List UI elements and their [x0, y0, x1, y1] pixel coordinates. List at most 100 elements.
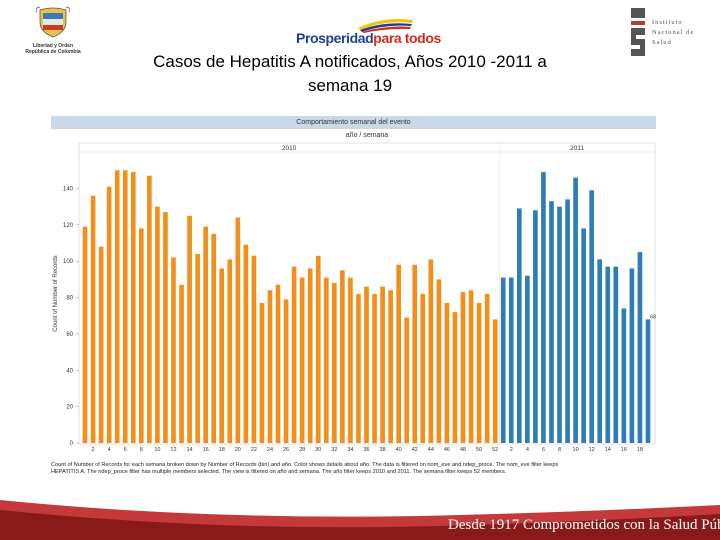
bar-2010-week-50: [476, 303, 482, 443]
x-tick-label: 4: [108, 447, 111, 453]
bar-2010-week-20: [235, 217, 241, 443]
x-tick-label: 50: [476, 447, 482, 453]
ins-logo: Instituto Nacional de Salud: [630, 8, 710, 58]
axis-title-top: año / semana: [346, 132, 389, 139]
bar-2010-week-45: [436, 279, 442, 443]
x-tick-label: 34: [347, 447, 353, 453]
bar-2010-week-33: [340, 270, 345, 443]
bar-2010-week-24: [267, 290, 273, 443]
x-tick-label: 28: [299, 447, 305, 453]
bar-2010-week-43: [420, 293, 426, 443]
bar-2010-week-36: [364, 286, 369, 443]
bar-2010-week-34: [348, 277, 353, 443]
weekly-cases-bar-chart: año / semana 0 20 40 60 80 100 120 140 Count of N…: [53, 132, 656, 453]
bar-2010-week-40: [396, 264, 402, 443]
bar-2010-week-18: [219, 268, 225, 443]
bar-2010-week-9: [147, 175, 152, 443]
coat-of-arms-icon: [35, 6, 71, 38]
y-tick-label: 0: [70, 441, 74, 447]
bar-2010-week-41: [404, 317, 410, 443]
bar-2010-week-31: [323, 277, 329, 443]
bar-2011-week-8: [557, 206, 562, 443]
x-tick-label: 16: [621, 447, 627, 453]
x-tick-label: 22: [251, 447, 257, 453]
bar-2010-week-42: [412, 264, 418, 443]
footnote-line-2: HEPATITIS A. The ndep_proce filter has m…: [51, 469, 507, 475]
logo-word-prosperidad: Prosperidad: [296, 30, 374, 46]
year-label-2011: 2011: [570, 145, 584, 152]
ins-name-line: Nacional de: [652, 29, 695, 36]
footnote-line-1: Count of Number of Records for each sema…: [51, 462, 559, 468]
bar-2010-week-22: [251, 255, 257, 443]
bar-2011-week-1: [500, 277, 506, 443]
bar-2010-week-3: [98, 246, 104, 443]
bar-2011-week-11: [581, 228, 586, 443]
bar-2010-week-44: [428, 259, 434, 443]
bar-2010-week-51: [484, 293, 490, 443]
bar-2010-week-21: [243, 244, 249, 443]
bar-2011-week-2: [508, 277, 514, 443]
x-tick-label: 48: [460, 447, 466, 453]
bar-2011-week-9: [565, 199, 570, 443]
x-tick-label: 2: [92, 447, 95, 453]
bar-2010-week-15: [195, 253, 200, 443]
x-tick-label: 14: [605, 447, 611, 453]
ins-name: Instituto Nacional de Salud: [652, 18, 694, 48]
x-tick-label: 46: [444, 447, 450, 453]
bar-2010-week-30: [315, 255, 321, 443]
bar-2010-week-46: [444, 303, 450, 443]
x-tick-label: 40: [396, 447, 402, 453]
x-tick-label: 18: [637, 447, 643, 453]
x-tick-label: 8: [558, 447, 561, 453]
y-tick-label: 100: [63, 259, 74, 265]
bar-2010-week-27: [291, 266, 297, 443]
chart-header-band: Comportamiento semanal del evento: [51, 116, 656, 129]
slide-title-line-2: semana 19: [307, 76, 393, 95]
y-tick-label: 60: [66, 332, 73, 338]
bar-2010-week-29: [307, 268, 313, 443]
x-tick-label: 4: [526, 447, 529, 453]
x-tick-label: 20: [235, 447, 241, 453]
bar-2011-week-17: [629, 268, 635, 443]
x-tick-label: 10: [154, 447, 160, 453]
bar-2011-week-19: [645, 319, 651, 443]
bar-2010-week-12: [171, 257, 176, 443]
bar-2010-week-2: [90, 195, 96, 443]
bar-2010-week-49: [468, 290, 474, 443]
y-tick-label: 40: [66, 368, 73, 374]
bar-2010-week-5: [114, 170, 120, 443]
bar-2011-week-15: [613, 266, 619, 443]
bar-2010-week-25: [275, 284, 281, 443]
bar-2010-week-11: [163, 212, 168, 443]
footer-tagline: Desde 1917 Comprometidos con la Salud Pú…: [448, 517, 720, 533]
bar-2011-week-12: [589, 190, 595, 443]
bar-2010-week-26: [283, 299, 289, 443]
x-tick-label: 26: [283, 447, 289, 453]
x-tick-label: 6: [542, 447, 545, 453]
flag-swoosh-icon: [358, 19, 413, 33]
x-tick-label: 10: [573, 447, 579, 453]
x-tick-label: 44: [428, 447, 434, 453]
bar-2011-week-18: [637, 252, 643, 443]
x-tick-label: 16: [203, 447, 209, 453]
bar-2011-week-10: [573, 177, 578, 443]
bar-2010-week-14: [187, 215, 192, 443]
slide-title-line-1: Casos de Hepatitis A notificados, Años 2…: [153, 52, 547, 71]
bar-2010-week-10: [155, 206, 160, 443]
bar-2010-week-48: [460, 292, 466, 443]
logo-country: República de Colombia: [25, 49, 81, 55]
bar-2010-week-17: [211, 233, 217, 443]
prosperidad-logo: Prosperidadpara todos: [288, 14, 441, 54]
bar-2010-week-13: [179, 284, 184, 443]
x-tick-label: 24: [267, 447, 273, 453]
logo-word-para-todos: para todos: [373, 30, 441, 46]
ins-mark-icon: [631, 8, 645, 56]
bar-2011-week-4: [525, 275, 530, 443]
bar-2010-week-7: [130, 172, 136, 443]
bar-2010-week-35: [356, 293, 361, 443]
y-tick-label: 80: [66, 296, 73, 302]
x-tick-label: 38: [380, 447, 386, 453]
bar-2010-week-1: [82, 226, 88, 443]
ins-name-line: Salud: [652, 39, 672, 46]
y-tick-label: 140: [63, 186, 74, 192]
